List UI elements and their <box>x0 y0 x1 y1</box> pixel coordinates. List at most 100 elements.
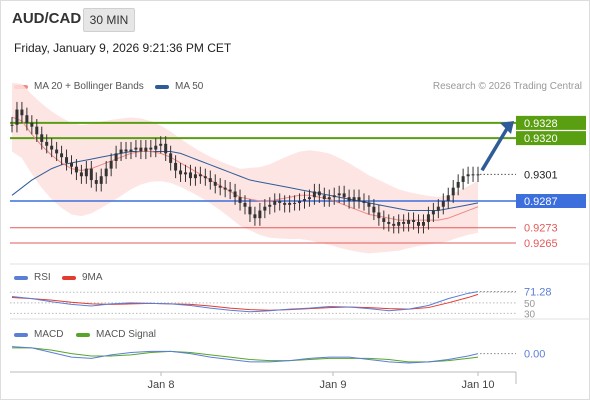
candle-body <box>357 197 361 202</box>
candle-body <box>293 202 297 204</box>
macd-signal-swatch-icon <box>76 332 90 337</box>
candle-body <box>134 147 138 150</box>
candle-body <box>184 172 188 175</box>
forecast-arrow-shaft <box>480 126 510 172</box>
candle-body <box>268 204 272 207</box>
candle-body <box>278 201 282 203</box>
ma50-swatch-icon <box>155 84 169 89</box>
candle-body <box>397 221 401 226</box>
candle-body <box>426 214 430 222</box>
candle-body <box>402 221 406 224</box>
legend-rsi: RSI <box>14 272 51 283</box>
candle-body <box>466 174 470 177</box>
timeframe-badge[interactable]: 30 MIN <box>83 8 135 32</box>
level-tag-pivot <box>516 194 586 209</box>
candle-body <box>342 193 346 198</box>
candle-body <box>283 202 287 205</box>
candle-body <box>55 149 59 154</box>
candle-body <box>223 187 227 190</box>
legend-macd-signal: MACD Signal <box>76 329 156 340</box>
candle-body <box>362 201 366 203</box>
candle-body <box>233 191 237 198</box>
candle-body <box>30 122 34 127</box>
candle-body <box>387 221 391 224</box>
candle-body <box>79 172 83 177</box>
candle-body <box>164 143 168 154</box>
x-tick-label: Jan 8 <box>148 379 175 391</box>
candle-body <box>273 201 277 205</box>
candle-body <box>302 199 306 202</box>
x-axis: Jan 8 Jan 9 Jan 10 <box>148 372 495 391</box>
legend-rsi-label: RSI <box>34 272 51 283</box>
candle-body <box>431 210 435 215</box>
rsi-level-label: 50 <box>524 299 536 310</box>
legend-macd-signal-label: MACD Signal <box>96 329 157 340</box>
candle-body <box>35 126 39 135</box>
candle-body <box>124 149 128 152</box>
candle-body <box>392 223 396 226</box>
candle-body <box>312 191 316 198</box>
forecast-arrowhead-icon <box>500 120 514 134</box>
rsi-ma-line <box>11 293 479 311</box>
price-panel: 0.9328 0.9320 0.9301 0.9287 0.9273 0.9265 <box>10 82 586 254</box>
candle-body <box>446 195 450 202</box>
candle-body <box>15 109 19 125</box>
candle-body <box>253 214 257 219</box>
x-tick-label: Jan 10 <box>461 379 494 391</box>
legend-rsi-ma: 9MA <box>62 272 103 283</box>
macd-panel: 0.00 <box>11 346 545 364</box>
candle-body <box>213 181 217 186</box>
candle-body <box>45 141 49 146</box>
candle-body <box>421 221 425 226</box>
candle-body <box>243 202 247 207</box>
macd-line <box>11 346 479 364</box>
candle-body <box>372 206 376 213</box>
candle-body <box>417 221 421 226</box>
candle-body <box>456 181 460 188</box>
candle-body <box>139 147 143 152</box>
candle-body <box>248 206 252 215</box>
level-tag-resistance <box>516 131 586 146</box>
legend-macd-label: MACD <box>34 329 64 340</box>
level-tag-resistance <box>516 115 586 130</box>
copyright-text: Research © 2026 Trading Central <box>432 81 582 92</box>
level-label-resistance: 0.9320 <box>524 133 558 145</box>
candle-body <box>377 212 381 219</box>
candle-body <box>10 124 14 126</box>
legend-ma50: MA 50 <box>155 81 203 92</box>
candle-body <box>263 206 267 211</box>
rsi-panel: 70503071.28 <box>10 284 558 320</box>
candle-body <box>307 197 311 200</box>
candle-body <box>352 197 356 202</box>
candle-body <box>193 174 197 179</box>
legend-ma20-label: MA 20 + Bollinger Bands <box>34 81 144 92</box>
candle-body <box>407 220 411 224</box>
level-label-support: 0.9273 <box>524 223 558 235</box>
candle-body <box>218 185 222 188</box>
candle-body <box>65 157 69 163</box>
rsi-value-label: 71.28 <box>524 287 552 299</box>
candle-body <box>179 170 183 175</box>
candle-body <box>441 201 445 207</box>
rsi-level-label: 30 <box>524 309 536 320</box>
candle-body <box>84 168 88 177</box>
legend-ma50-label: MA 50 <box>175 81 204 92</box>
candle-body <box>476 174 480 176</box>
candle-body <box>317 191 321 196</box>
candle-body <box>203 176 207 179</box>
candle-body <box>471 174 475 176</box>
candle-body <box>60 153 64 158</box>
candle-body <box>327 197 331 200</box>
candle-body <box>169 153 173 163</box>
candle-body <box>129 149 133 152</box>
macd-signal-line <box>12 347 479 363</box>
candle-body <box>188 172 192 179</box>
candle-body <box>69 162 73 167</box>
candle-body <box>238 197 242 203</box>
level-label-resistance: 0.9328 <box>524 118 558 130</box>
candle-body <box>109 160 113 169</box>
candle-body <box>198 174 202 177</box>
candle-body <box>89 168 93 181</box>
candle-body <box>461 176 465 182</box>
